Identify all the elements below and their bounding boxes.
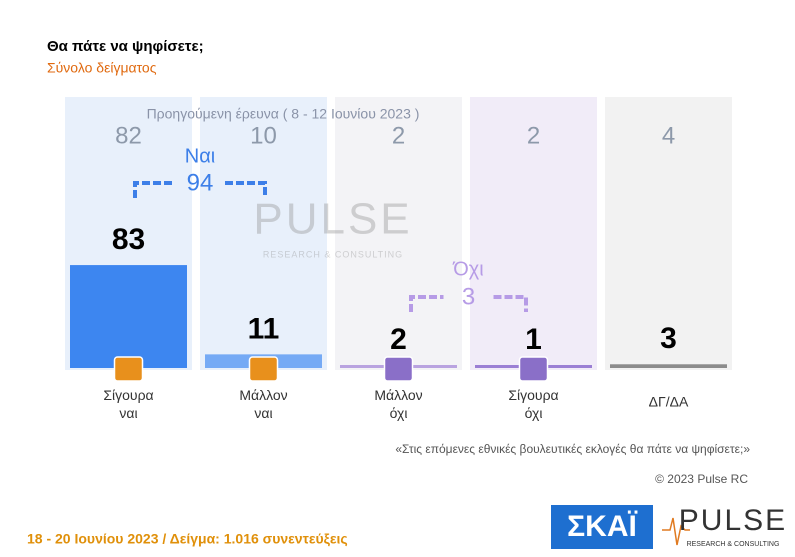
value-label: 3 xyxy=(660,322,677,355)
question: «Στις επόμενες εθνικές βουλευτικές εκλογ… xyxy=(395,442,750,456)
previous-value: 82 xyxy=(115,122,142,149)
group-bracket xyxy=(133,181,175,198)
value-label: 2 xyxy=(390,323,407,356)
copyright: © 2023 Pulse RC xyxy=(655,472,748,486)
columns: 82 83 10 11 2 2 2 1 4 3 xyxy=(65,97,732,370)
previous-value: 4 xyxy=(662,122,675,149)
column-bg xyxy=(200,97,327,370)
group-bracket xyxy=(409,295,444,312)
pulse-logo: PULSE xyxy=(679,504,787,537)
watermark: PULSE RESEARCH & CONSULTING xyxy=(253,195,412,260)
column-bg xyxy=(335,97,462,370)
category-label: Μάλλον ναι xyxy=(239,387,287,421)
bar xyxy=(70,265,187,368)
group-value: 94 xyxy=(187,169,214,196)
chart-subtitle: Σύνολο δείγματος xyxy=(47,60,157,76)
watermark-logo: PULSE xyxy=(253,195,412,244)
bar xyxy=(610,364,727,368)
pulse-logo-sub: RESEARCH & CONSULTING xyxy=(687,541,780,548)
chart-title: Θα πάτε να ψηφίσετε; xyxy=(47,38,204,55)
category-label: Σίγουρα όχι xyxy=(508,387,558,421)
footer: 18 - 20 Ιουνίου 2023 / Δείγμα: 1.016 συν… xyxy=(27,531,348,547)
previous-value: 2 xyxy=(527,122,540,149)
previous-label: Προηγούμενη έρευνα ( 8 - 12 Ιουνίου 2023… xyxy=(147,106,420,122)
category-label: Μάλλον όχι xyxy=(374,387,422,421)
column-bg xyxy=(470,97,597,370)
skai-logo-bg xyxy=(551,505,653,549)
icon xyxy=(383,356,414,382)
skai-logo: ΣΚΑΪ xyxy=(567,510,637,543)
previous-value: 10 xyxy=(250,122,277,149)
category-label: ΔΓ/ΔΑ xyxy=(649,394,689,410)
group-name: Ναι xyxy=(185,145,215,167)
column-bg xyxy=(605,97,732,370)
category-label: Σίγουρα ναι xyxy=(103,387,153,421)
icon xyxy=(113,356,144,382)
group-bracket xyxy=(225,181,267,198)
value-label: 83 xyxy=(112,223,145,256)
group-name: Όχι xyxy=(452,258,483,280)
value-label: 1 xyxy=(525,323,542,356)
group-value: 3 xyxy=(462,283,475,310)
previous-value: 2 xyxy=(392,122,405,149)
icon xyxy=(248,356,279,382)
pulse-logo-wave xyxy=(662,517,690,546)
watermark-sub: RESEARCH & CONSULTING xyxy=(263,249,403,259)
value-label: 11 xyxy=(248,312,280,345)
icon xyxy=(518,356,549,382)
